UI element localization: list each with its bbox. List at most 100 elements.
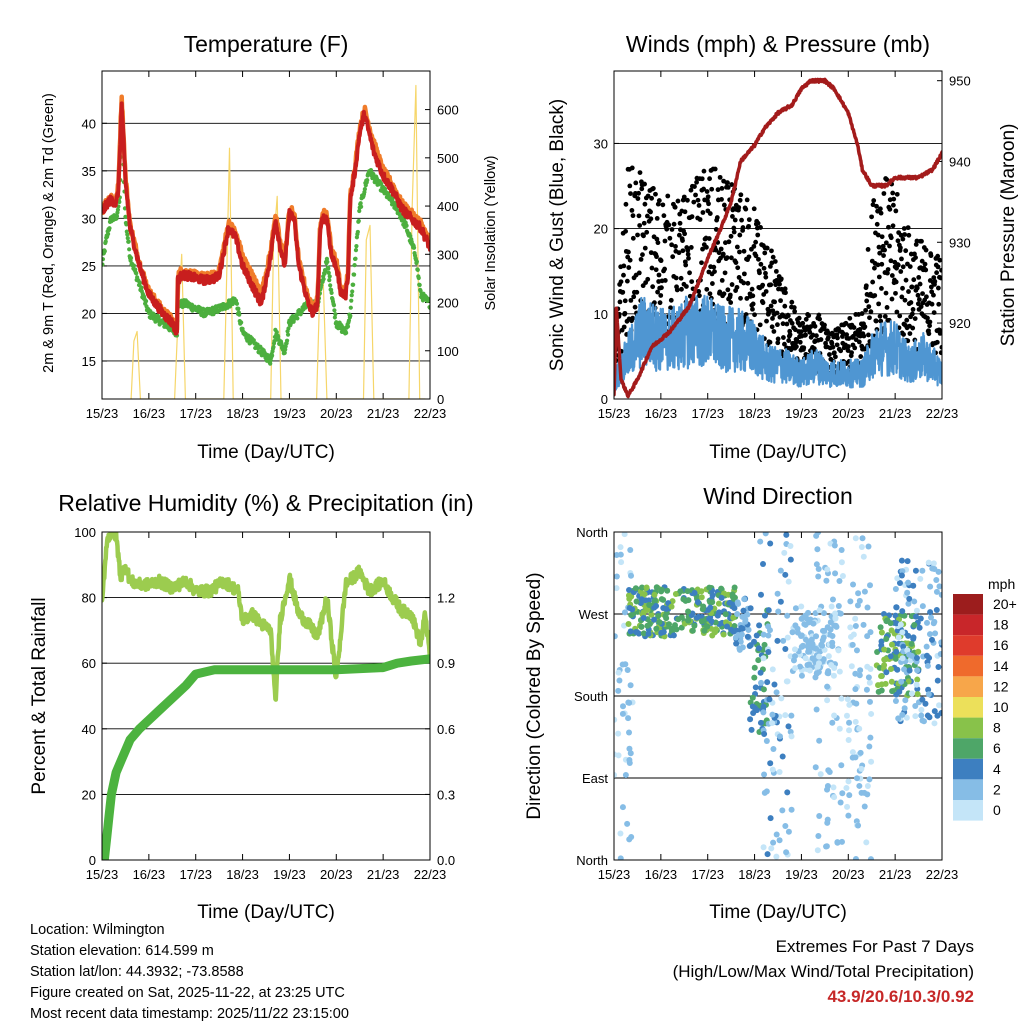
y2-tick-label: 300 [437, 247, 459, 262]
gust-point [876, 301, 882, 307]
gust-point [685, 197, 690, 203]
gust-point [732, 217, 738, 223]
gust-point [787, 332, 793, 337]
dewpoint-point [356, 218, 361, 224]
direction-point [815, 573, 822, 580]
gust-point [924, 294, 929, 300]
direction-point [806, 667, 813, 674]
gust-point [701, 186, 707, 192]
direction-point [744, 633, 751, 640]
gust-point [739, 217, 744, 223]
direction-point [910, 634, 917, 641]
gust-point [654, 216, 660, 221]
direction-point [887, 653, 894, 660]
gust-point [895, 262, 901, 268]
direction-point [646, 601, 653, 608]
direction-point [852, 623, 859, 630]
direction-point [760, 655, 767, 662]
direction-point [883, 669, 890, 676]
direction-point [835, 602, 842, 609]
direction-point [868, 710, 875, 717]
dewpoint-point [326, 270, 331, 275]
dewpoint-point [351, 272, 357, 277]
gust-point [865, 247, 871, 252]
direction-point [626, 699, 633, 706]
gust-point [883, 290, 889, 296]
direction-point [785, 828, 792, 835]
direction-point [831, 712, 838, 719]
direction-point [815, 660, 822, 667]
direction-point [789, 629, 796, 636]
gust-point [863, 307, 869, 313]
dewpoint-point [359, 204, 364, 209]
gust-point [691, 199, 697, 205]
direction-point [798, 672, 805, 679]
direction-point [742, 618, 749, 625]
gust-point [674, 287, 680, 293]
direction-point [804, 661, 811, 668]
y-tick-label: 60 [82, 656, 96, 671]
direction-point [816, 653, 823, 660]
direction-point [817, 771, 824, 778]
direction-point [863, 686, 870, 693]
direction-point [813, 633, 820, 640]
gust-point [662, 278, 668, 283]
direction-point [792, 665, 799, 672]
direction-point [629, 606, 636, 613]
gust-point [917, 281, 923, 287]
direction-point [843, 785, 850, 792]
gust-point [920, 291, 925, 296]
temperature-xlabel: Time (Day/UTC) [197, 442, 335, 463]
direction-point [752, 684, 759, 691]
gust-point [753, 253, 759, 259]
dewpoint-point [103, 239, 108, 244]
direction-point [760, 703, 767, 710]
gust-point [640, 252, 645, 258]
gust-point [806, 313, 812, 319]
direction-point [617, 830, 624, 837]
direction-point [791, 646, 798, 653]
gust-point [900, 285, 905, 291]
gust-point [938, 350, 942, 356]
direction-point [770, 839, 777, 846]
gust-point [864, 298, 870, 304]
gust-point [621, 272, 626, 278]
dewpoint-point [349, 298, 354, 303]
direction-point [616, 677, 623, 684]
dewpoint-point [325, 259, 330, 264]
gust-point [633, 180, 639, 186]
y-tick-label: South [574, 689, 608, 704]
direction-point [831, 794, 838, 801]
x-tick-label: 16/23 [133, 406, 166, 421]
gust-point [644, 213, 650, 219]
direction-point [898, 557, 905, 564]
direction-point [619, 710, 626, 717]
colorbar-label: 0 [993, 802, 1001, 818]
dewpoint-point [427, 305, 430, 310]
gust-point [731, 225, 737, 231]
gust-point [868, 309, 874, 315]
gust-point [796, 315, 802, 321]
gust-point [654, 254, 659, 260]
gust-point [650, 284, 656, 290]
y2-tick-label: 1.2 [437, 591, 455, 606]
y-tick-label: 20 [594, 222, 608, 237]
direction-point [895, 715, 902, 722]
direction-point [653, 625, 660, 632]
direction-point [837, 610, 844, 617]
x-tick-label: 20/23 [832, 867, 865, 882]
direction-point [622, 772, 629, 779]
direction-point [627, 750, 634, 757]
colorbar-swatch [953, 614, 983, 636]
direction-point [747, 642, 754, 649]
direction-point [839, 573, 846, 580]
dewpoint-point [139, 285, 144, 290]
direction-point [621, 609, 628, 616]
direction-point [638, 584, 645, 591]
direction-point [908, 640, 915, 647]
gust-point [939, 267, 942, 273]
direction-point [852, 686, 859, 693]
direction-point [825, 670, 832, 677]
y-tick-label: West [579, 607, 609, 622]
gust-point [717, 174, 723, 180]
